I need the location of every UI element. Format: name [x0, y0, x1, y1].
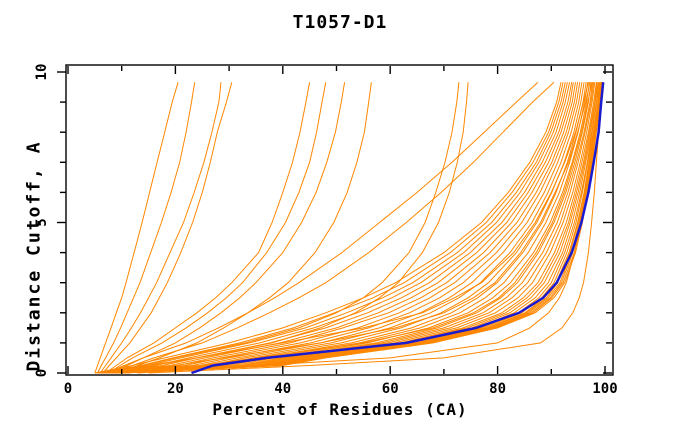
plot-border: [65, 64, 614, 376]
model-curve: [116, 82, 469, 374]
x-tick-label: 80: [489, 381, 506, 397]
x-tick-label: 0: [64, 381, 72, 397]
x-tick-label: 40: [274, 381, 291, 397]
model-curve: [107, 82, 581, 374]
model-curve: [110, 82, 346, 374]
model-curve: [94, 82, 562, 374]
model-curve: [102, 82, 233, 374]
model-curve: [116, 82, 596, 374]
x-tick-label: 100: [592, 381, 617, 397]
model-curve: [105, 81, 539, 374]
model-curve: [117, 82, 597, 374]
model-curve: [96, 82, 564, 374]
y-tick-label: 5: [34, 218, 50, 226]
model-curve: [100, 82, 589, 374]
x-tick-label: 60: [382, 381, 399, 397]
model-curve: [110, 82, 460, 374]
x-tick-label: 20: [167, 381, 184, 397]
best-model-curve: [191, 82, 605, 375]
model-curve: [113, 82, 593, 374]
model-curve: [109, 82, 585, 374]
model-curve: [110, 82, 587, 374]
model-curve: [137, 82, 603, 374]
model-curve: [121, 82, 604, 374]
model-curve: [97, 82, 566, 374]
model-curve: [118, 82, 600, 374]
y-tick-label: 0: [34, 369, 50, 377]
chart-title: T1057-D1: [292, 12, 388, 33]
model-curve: [108, 82, 327, 374]
model-curve: [99, 82, 568, 374]
model-curve: [104, 82, 576, 374]
model-curve: [110, 81, 555, 374]
model-curve: [118, 82, 599, 374]
model-curve: [111, 82, 589, 374]
model-curve: [97, 82, 196, 374]
model-curve: [94, 82, 179, 374]
model-curve: [120, 82, 602, 374]
x-axis-label: Percent of Residues (CA): [212, 400, 468, 419]
model-curve: [105, 82, 591, 374]
model-curve: [116, 82, 372, 374]
model-curve: [100, 82, 571, 374]
model-curve: [105, 82, 311, 374]
y-tick-label: 10: [34, 64, 50, 81]
model-curve: [148, 82, 604, 374]
model-curve: [99, 82, 222, 374]
model-curve: [101, 82, 573, 374]
model-curve: [102, 82, 574, 374]
model-curve: [108, 82, 583, 374]
